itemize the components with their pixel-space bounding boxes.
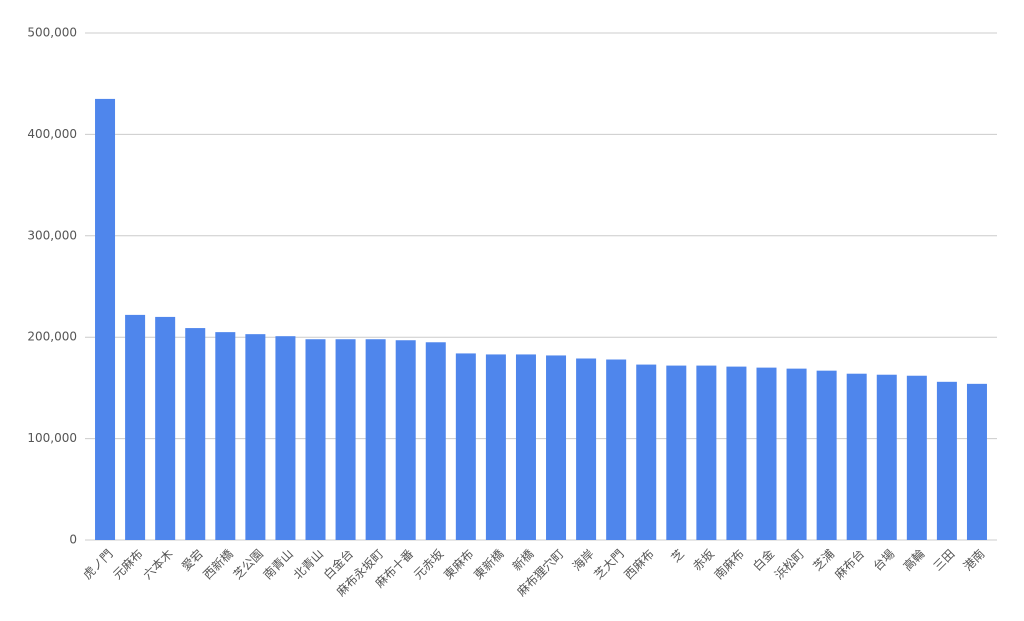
bar — [726, 366, 747, 540]
bar — [906, 375, 927, 540]
bar — [576, 358, 597, 540]
x-tick-label: 東麻布 — [440, 546, 476, 582]
y-tick-label: 0 — [69, 533, 77, 547]
x-tick-label: 南麻布 — [711, 546, 747, 582]
x-tick-label: 港南 — [960, 546, 988, 574]
x-tick-label: 芝 — [668, 546, 687, 565]
x-tick-label: 元麻布 — [110, 546, 146, 582]
bar — [365, 339, 386, 540]
bar — [636, 364, 657, 540]
bar — [485, 354, 506, 540]
x-tick-label: 芝浦 — [810, 546, 838, 574]
x-tick-label: 虎ノ門 — [80, 547, 115, 582]
x-tick-label: 東新橋 — [470, 546, 506, 582]
bar — [455, 353, 476, 540]
bar — [666, 365, 687, 540]
bar — [395, 340, 416, 540]
x-tick-label: 北青山 — [291, 547, 326, 582]
x-tick-label: 西麻布 — [621, 546, 657, 582]
x-tick-label: 三田 — [931, 547, 958, 574]
y-tick-label: 200,000 — [27, 330, 77, 344]
bar — [816, 370, 837, 540]
x-tick-label: 芝公園 — [230, 546, 266, 582]
y-tick-label: 500,000 — [27, 26, 77, 40]
bar — [515, 354, 536, 540]
bar — [846, 373, 867, 540]
x-tick-label: 浜松町 — [772, 547, 807, 582]
bar — [155, 316, 176, 540]
bar — [275, 336, 296, 540]
x-tick-label: 西新橋 — [200, 546, 236, 582]
x-tick-label: 白金 — [750, 546, 778, 574]
x-tick-label: 海岸 — [569, 546, 597, 574]
x-tick-label: 芝大門 — [591, 546, 627, 582]
x-tick-label: 新橋 — [509, 546, 537, 574]
bar — [876, 374, 897, 540]
y-tick-label: 300,000 — [27, 228, 77, 242]
y-tick-label: 400,000 — [27, 127, 77, 141]
bar — [425, 342, 446, 540]
y-tick-label: 100,000 — [27, 431, 77, 445]
bar — [125, 314, 146, 540]
bar — [966, 383, 987, 540]
bar — [606, 359, 627, 540]
x-tick-label: 麻布台 — [831, 546, 867, 582]
bar — [786, 368, 807, 540]
bar — [185, 328, 206, 540]
bar — [696, 365, 717, 540]
bar — [215, 332, 236, 540]
x-tick-label: 愛宕 — [178, 546, 206, 574]
bar — [305, 339, 326, 540]
x-tick-label: 台場 — [870, 546, 898, 574]
x-tick-label: 元赤坂 — [411, 547, 446, 582]
x-tick-label: 六本木 — [140, 547, 175, 582]
x-tick-label: 南青山 — [260, 546, 296, 582]
bar — [245, 334, 266, 540]
bar — [95, 98, 116, 540]
bar — [335, 339, 356, 540]
bar — [756, 367, 777, 540]
bar — [546, 355, 567, 540]
bar — [936, 381, 957, 540]
x-tick-label: 高輪 — [900, 546, 928, 574]
